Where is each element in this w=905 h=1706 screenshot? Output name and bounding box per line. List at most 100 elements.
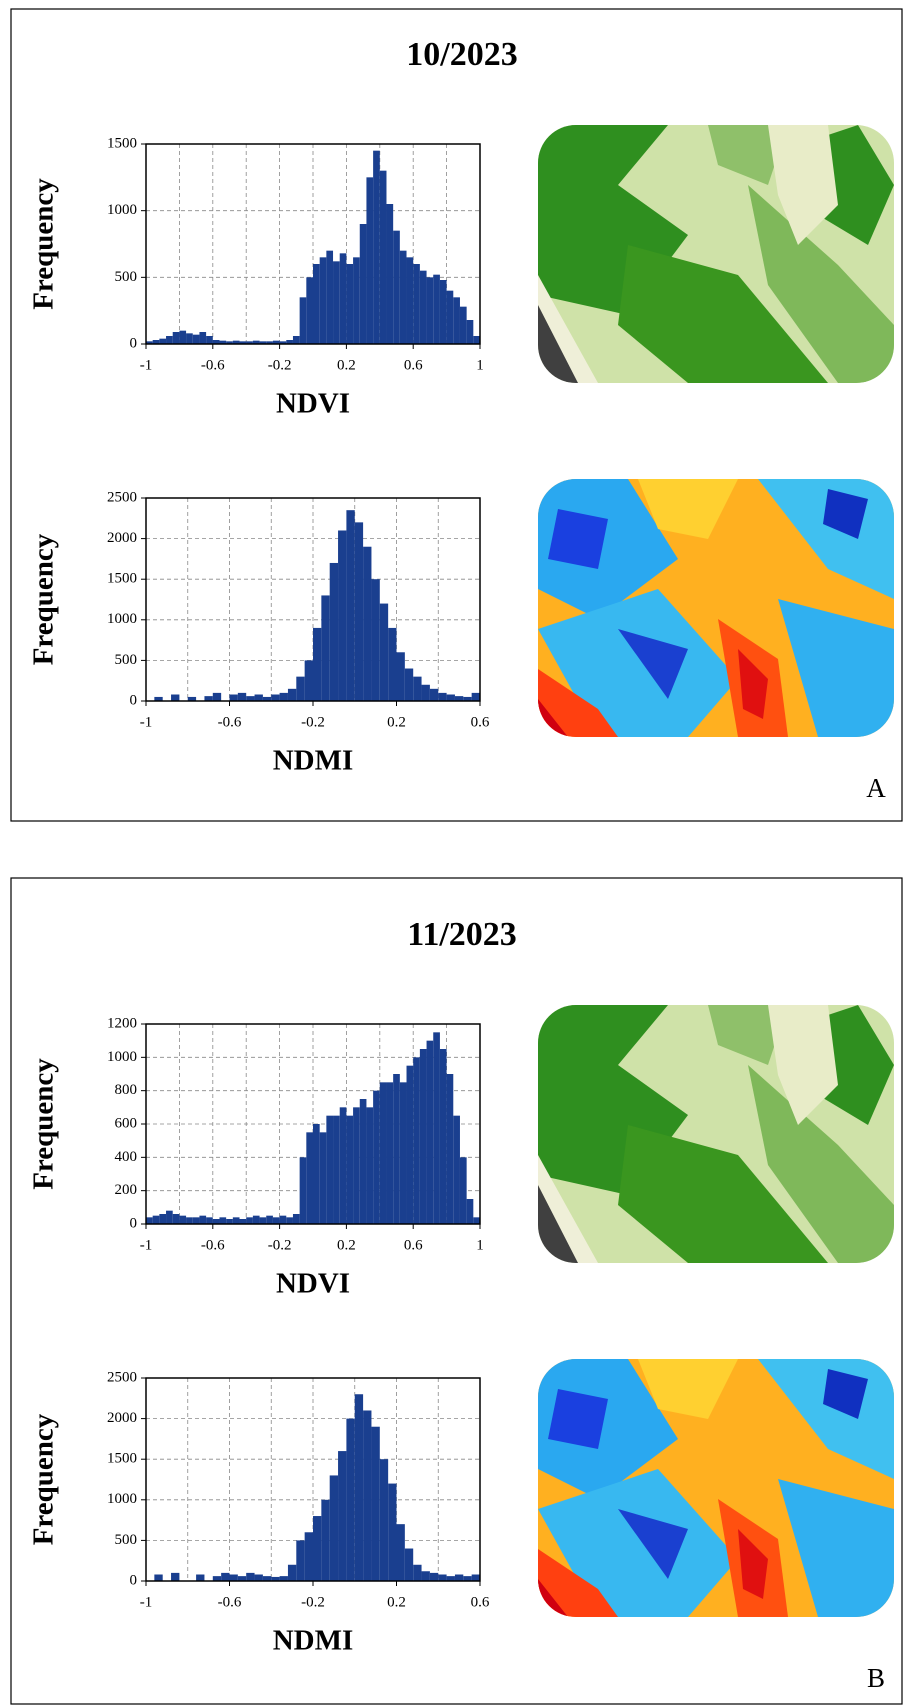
x-tick-label: -0.2 — [268, 357, 292, 373]
y-tick-label: 0 — [130, 692, 138, 708]
x-tick-label: 0.6 — [404, 1237, 423, 1253]
bar — [237, 692, 247, 701]
bar — [259, 341, 267, 344]
x-tick-label: 0.2 — [387, 1594, 406, 1610]
x-tick-label: -0.6 — [218, 1594, 242, 1610]
bar — [192, 334, 200, 344]
bar — [419, 270, 427, 344]
x-tick-label: -0.2 — [268, 1237, 292, 1253]
bar — [296, 1540, 305, 1581]
bar — [393, 1074, 400, 1224]
bar — [406, 257, 414, 344]
bar — [346, 264, 354, 344]
y-axis-label: Frequency — [28, 1058, 60, 1190]
bar — [171, 1572, 180, 1581]
bar — [239, 1219, 247, 1224]
x-tick-label: -1 — [140, 357, 153, 373]
y-tick-label: 2000 — [107, 1410, 137, 1426]
bar — [286, 340, 293, 344]
bar — [154, 696, 163, 701]
bar — [259, 1217, 267, 1224]
y-tick-label: 2500 — [107, 489, 137, 505]
bar — [459, 306, 467, 344]
x-tick-label: 0.6 — [471, 714, 490, 730]
bar — [313, 1516, 322, 1581]
bar — [379, 1082, 387, 1224]
y-axis-label: Frequency — [28, 533, 60, 665]
bar — [192, 1217, 200, 1224]
ndmi-map — [538, 1359, 894, 1617]
bar — [379, 170, 387, 344]
x-tick-label: 0.2 — [337, 1237, 356, 1253]
bar — [379, 603, 389, 701]
bar — [399, 250, 407, 344]
bar — [388, 627, 397, 701]
bar — [338, 1451, 347, 1581]
bar — [262, 696, 272, 701]
bar — [154, 1574, 163, 1581]
bar — [471, 692, 480, 701]
bar — [187, 696, 197, 701]
bar — [433, 1032, 440, 1224]
bar — [179, 1215, 187, 1224]
bar — [254, 1574, 263, 1581]
y-axis-label: Frequency — [28, 1413, 60, 1545]
x-tick-label: 0.2 — [387, 714, 406, 730]
y-axis-label: Frequency — [28, 178, 60, 310]
y-tick-label: 2000 — [107, 530, 137, 546]
bar — [371, 579, 380, 701]
x-axis-label: NDVI — [276, 1268, 350, 1300]
bar — [252, 340, 260, 344]
bar — [287, 1564, 297, 1581]
bar — [246, 696, 255, 701]
bar — [438, 1574, 447, 1581]
bar — [226, 1219, 233, 1224]
y-tick-label: 0 — [130, 335, 138, 351]
bar — [439, 1049, 447, 1224]
bar — [463, 696, 472, 701]
bar — [429, 1572, 439, 1581]
bar — [186, 1217, 193, 1224]
plot-frame — [145, 1023, 481, 1225]
y-tick-label: 200 — [115, 1182, 138, 1198]
bar — [199, 1215, 207, 1224]
bar — [354, 522, 364, 701]
bar — [271, 1576, 280, 1581]
bar — [232, 340, 240, 344]
y-tick-label: 1000 — [107, 202, 137, 218]
bar — [359, 224, 367, 344]
bar — [446, 694, 455, 701]
bar — [172, 332, 180, 344]
bar — [206, 336, 213, 344]
bar — [446, 1074, 454, 1224]
bar — [304, 1532, 313, 1581]
bar — [373, 1090, 380, 1224]
bar — [466, 1199, 474, 1224]
bar — [271, 694, 280, 701]
bar — [413, 264, 420, 344]
bar — [232, 1217, 240, 1224]
bar — [371, 1426, 380, 1581]
bar — [426, 1040, 434, 1224]
bar — [319, 1132, 327, 1224]
bar — [199, 332, 207, 344]
bar — [266, 1215, 273, 1224]
bar — [246, 341, 253, 344]
ndvi-map — [538, 125, 894, 383]
bar — [454, 1574, 464, 1581]
y-tick-label: 1500 — [107, 1451, 137, 1467]
bar — [221, 1572, 230, 1581]
bar — [272, 340, 280, 344]
bar — [246, 1572, 255, 1581]
bar — [229, 694, 238, 701]
bar — [292, 1214, 300, 1224]
bar — [473, 336, 480, 344]
bar — [346, 1115, 354, 1224]
x-tick-label: -0.2 — [301, 1594, 325, 1610]
x-tick-label: 1 — [476, 1237, 484, 1253]
bar — [439, 280, 447, 344]
bar — [333, 261, 340, 344]
bar — [179, 330, 187, 344]
bar — [404, 1548, 414, 1581]
bar — [393, 230, 400, 344]
